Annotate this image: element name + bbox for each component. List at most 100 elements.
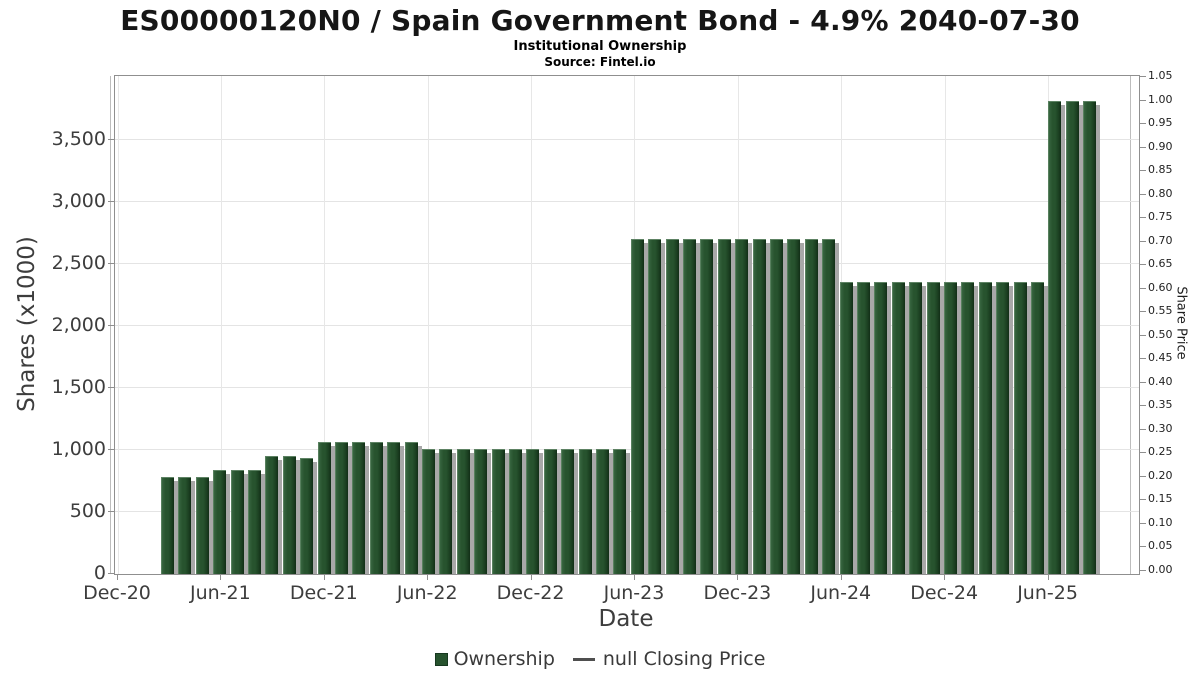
ownership-bar[interactable]: [248, 469, 265, 574]
ownership-bar[interactable]: [648, 239, 666, 574]
y-axis-tick-label: 3,500: [51, 127, 106, 150]
ownership-bar[interactable]: [857, 282, 874, 574]
ownership-bar[interactable]: [265, 456, 283, 574]
ownership-bar[interactable]: [491, 449, 509, 574]
ownership-bar[interactable]: [335, 442, 352, 574]
legend-item-closing-price[interactable]: null Closing Price: [555, 648, 766, 670]
ownership-bar[interactable]: [909, 282, 927, 574]
right-axis-tick-label: 0.85: [1148, 163, 1173, 177]
x-axis-tick-label: Jun-21: [190, 582, 251, 604]
ownership-bar[interactable]: [369, 442, 387, 574]
x-axis-tick-mark: [117, 575, 118, 580]
ownership-bar[interactable]: [404, 442, 422, 574]
right-axis-tick-label: 0.05: [1148, 539, 1173, 553]
ownership-bar[interactable]: [752, 239, 770, 574]
right-axis-tick-mark: [1140, 570, 1146, 571]
right-axis-tick-mark: [1140, 334, 1146, 336]
ownership-bar[interactable]: [961, 282, 979, 574]
ownership-bar[interactable]: [161, 476, 178, 575]
ownership-bar[interactable]: [613, 449, 631, 574]
ownership-bar[interactable]: [213, 469, 231, 574]
right-axis-tick-label: 0.80: [1148, 186, 1173, 200]
right-axis-line: [1130, 76, 1131, 574]
left-axis-tick-mark: [108, 573, 114, 574]
right-axis-tick-label: 0.25: [1148, 445, 1173, 459]
ownership-bar[interactable]: [456, 449, 474, 574]
ownership-bar[interactable]: [891, 282, 909, 574]
legend-item-ownership[interactable]: Ownership: [434, 648, 555, 670]
ownership-bar[interactable]: [874, 282, 892, 574]
ownership-bar[interactable]: [804, 239, 822, 574]
ownership-bar[interactable]: [1031, 282, 1048, 574]
ownership-bar[interactable]: [700, 239, 718, 574]
x-axis-tick-mark: [530, 575, 532, 580]
ownership-bar[interactable]: [387, 442, 405, 574]
y-axis-tick-label: 1,500: [51, 375, 106, 398]
ownership-bar[interactable]: [543, 449, 561, 574]
right-axis-tick-mark: [1140, 475, 1146, 477]
gridline-horizontal: [115, 263, 1139, 265]
ownership-bar[interactable]: [509, 449, 526, 574]
x-axis-tick-label: Jun-23: [603, 582, 665, 604]
ownership-bar[interactable]: [683, 239, 700, 574]
y-axis-label-right: Share Price: [1173, 286, 1189, 360]
ownership-bar[interactable]: [822, 239, 840, 574]
ownership-bar[interactable]: [317, 442, 335, 574]
ownership-bar[interactable]: [1083, 101, 1101, 574]
ownership-bar[interactable]: [300, 457, 318, 575]
ownership-bar[interactable]: [839, 282, 857, 574]
ownership-bar[interactable]: [665, 239, 683, 574]
ownership-bar[interactable]: [735, 239, 753, 574]
ownership-bar[interactable]: [770, 239, 787, 574]
ownership-bar[interactable]: [195, 476, 213, 575]
x-axis-tick-mark: [840, 575, 842, 580]
legend-closing-price-label: null Closing Price: [602, 648, 766, 670]
y-axis-tick-label: 0: [93, 562, 106, 584]
ownership-bar[interactable]: [996, 282, 1014, 574]
ownership-bar[interactable]: [944, 282, 961, 574]
right-axis-tick-label: 0.90: [1148, 139, 1173, 153]
ownership-bar[interactable]: [526, 449, 544, 574]
legend-ownership-label: Ownership: [453, 648, 555, 670]
right-axis-tick-label: 0.75: [1148, 210, 1173, 224]
y-axis-tick-label: 2,000: [51, 313, 106, 336]
right-axis-tick-mark: [1140, 170, 1146, 172]
left-axis-tick-mark: [108, 510, 114, 512]
ownership-bar[interactable]: [978, 282, 996, 574]
ownership-bar[interactable]: [1048, 101, 1066, 574]
ownership-bar[interactable]: [422, 449, 439, 574]
ownership-bar[interactable]: [578, 449, 596, 574]
right-axis-tick-label: 0.35: [1148, 398, 1173, 412]
y-axis-tick-label: 2,500: [51, 251, 106, 274]
gridline-vertical: [531, 76, 533, 574]
ownership-bar[interactable]: [926, 282, 944, 574]
ownership-swatch-icon: [434, 652, 448, 666]
right-axis-tick-label: 0.45: [1148, 351, 1173, 365]
ownership-bar[interactable]: [474, 449, 492, 574]
x-axis-tick-label: Dec-21: [289, 582, 358, 604]
ownership-bar[interactable]: [717, 239, 735, 574]
ownership-bar[interactable]: [1065, 101, 1083, 574]
x-axis-tick-label: Dec-23: [703, 582, 772, 604]
ownership-bar[interactable]: [1013, 282, 1031, 574]
ownership-bar[interactable]: [282, 456, 300, 574]
right-axis-tick-mark: [1140, 405, 1146, 407]
chart-legend: Ownership null Closing Price: [0, 645, 1200, 673]
ownership-bar[interactable]: [439, 449, 457, 574]
x-axis-tick-mark: [323, 575, 325, 580]
ownership-bar[interactable]: [352, 442, 370, 574]
right-axis-tick-mark: [1140, 546, 1146, 548]
x-axis-tick-mark: [737, 575, 739, 580]
right-axis-tick-mark: [1140, 381, 1146, 383]
ownership-bar[interactable]: [178, 476, 196, 575]
ownership-bar[interactable]: [561, 449, 579, 574]
plot-area: [110, 75, 1140, 575]
right-axis-tick-label: 0.55: [1148, 304, 1173, 318]
left-axis-tick-mark: [108, 448, 114, 450]
ownership-bar[interactable]: [787, 239, 805, 574]
ownership-bar[interactable]: [630, 239, 648, 574]
right-axis-tick-mark: [1140, 499, 1146, 501]
right-axis-tick-mark: [1140, 240, 1146, 242]
ownership-bar[interactable]: [230, 469, 248, 574]
ownership-bar[interactable]: [596, 449, 613, 574]
